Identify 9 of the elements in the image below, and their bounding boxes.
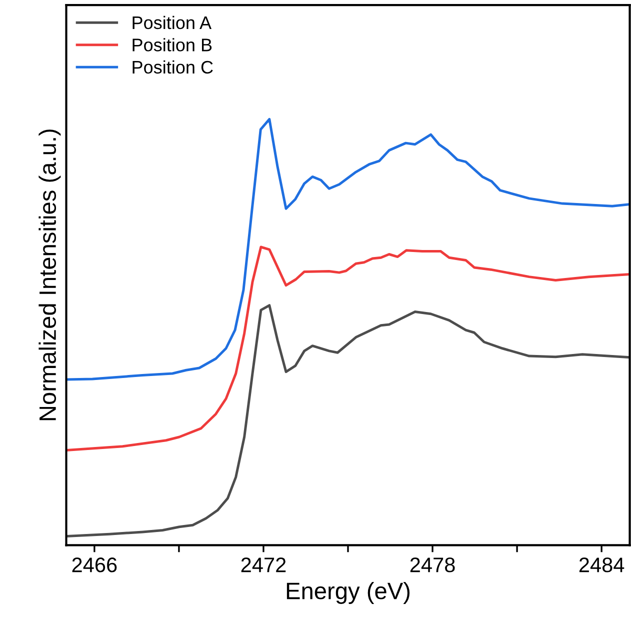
x-tick-label: 2484 (579, 558, 624, 572)
x-tick-label: 2472 (241, 558, 286, 572)
legend-label: Position C (132, 60, 213, 74)
legend-label: Position B (132, 38, 212, 52)
y-axis-title: Normalized Intensities (a.u.) (38, 130, 61, 420)
x-tick-label: 2478 (410, 558, 455, 572)
x-axis-title: Energy (eV) (286, 582, 410, 604)
x-tick-label: 2466 (72, 558, 117, 572)
legend-label: Position A (132, 16, 212, 30)
